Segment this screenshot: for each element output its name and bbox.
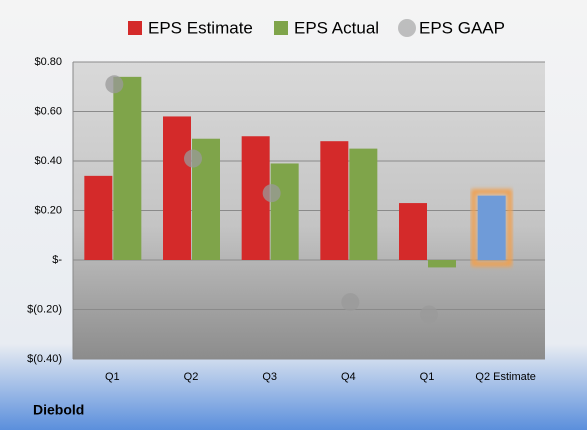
- gaap-point: [420, 305, 438, 324]
- footer: Diebold: [33, 402, 84, 418]
- y-tick-label: $0.60: [34, 105, 62, 117]
- y-tick-label: $0.20: [34, 204, 62, 216]
- x-tick-label: Q4: [341, 371, 356, 383]
- legend-label: EPS Actual: [294, 18, 379, 37]
- bar: [84, 175, 113, 260]
- estimate-glow: [471, 189, 513, 267]
- gaap-point: [262, 184, 281, 203]
- bar: [428, 260, 456, 268]
- x-tick-label: Q2: [184, 371, 199, 383]
- bar: [477, 195, 506, 260]
- gaap-point: [184, 149, 202, 168]
- bar: [320, 141, 349, 260]
- x-tick-label: Q3: [262, 371, 277, 383]
- y-tick-label: $-: [52, 254, 62, 266]
- y-tick-label: $(0.20): [27, 303, 62, 315]
- x-tick-label: Q1: [420, 371, 435, 383]
- y-tick-label: $0.40: [34, 155, 62, 167]
- legend-label: EPS Estimate: [148, 18, 253, 37]
- legend-marker: [398, 19, 416, 37]
- y-tick-label: $(0.40): [27, 353, 62, 365]
- x-tick-label: Q1: [105, 371, 120, 383]
- legend-marker: [274, 21, 288, 35]
- legend-label: EPS GAAP: [419, 18, 505, 37]
- bar: [349, 148, 378, 260]
- y-tick-label: $0.80: [34, 56, 62, 68]
- bar: [270, 163, 299, 260]
- x-tick-label: Q2 Estimate: [475, 371, 536, 383]
- bar: [399, 203, 427, 260]
- legend-marker: [128, 21, 142, 35]
- bar: [113, 76, 142, 260]
- gaap-point: [341, 293, 360, 312]
- bar: [163, 116, 191, 260]
- gaap-point: [105, 75, 124, 94]
